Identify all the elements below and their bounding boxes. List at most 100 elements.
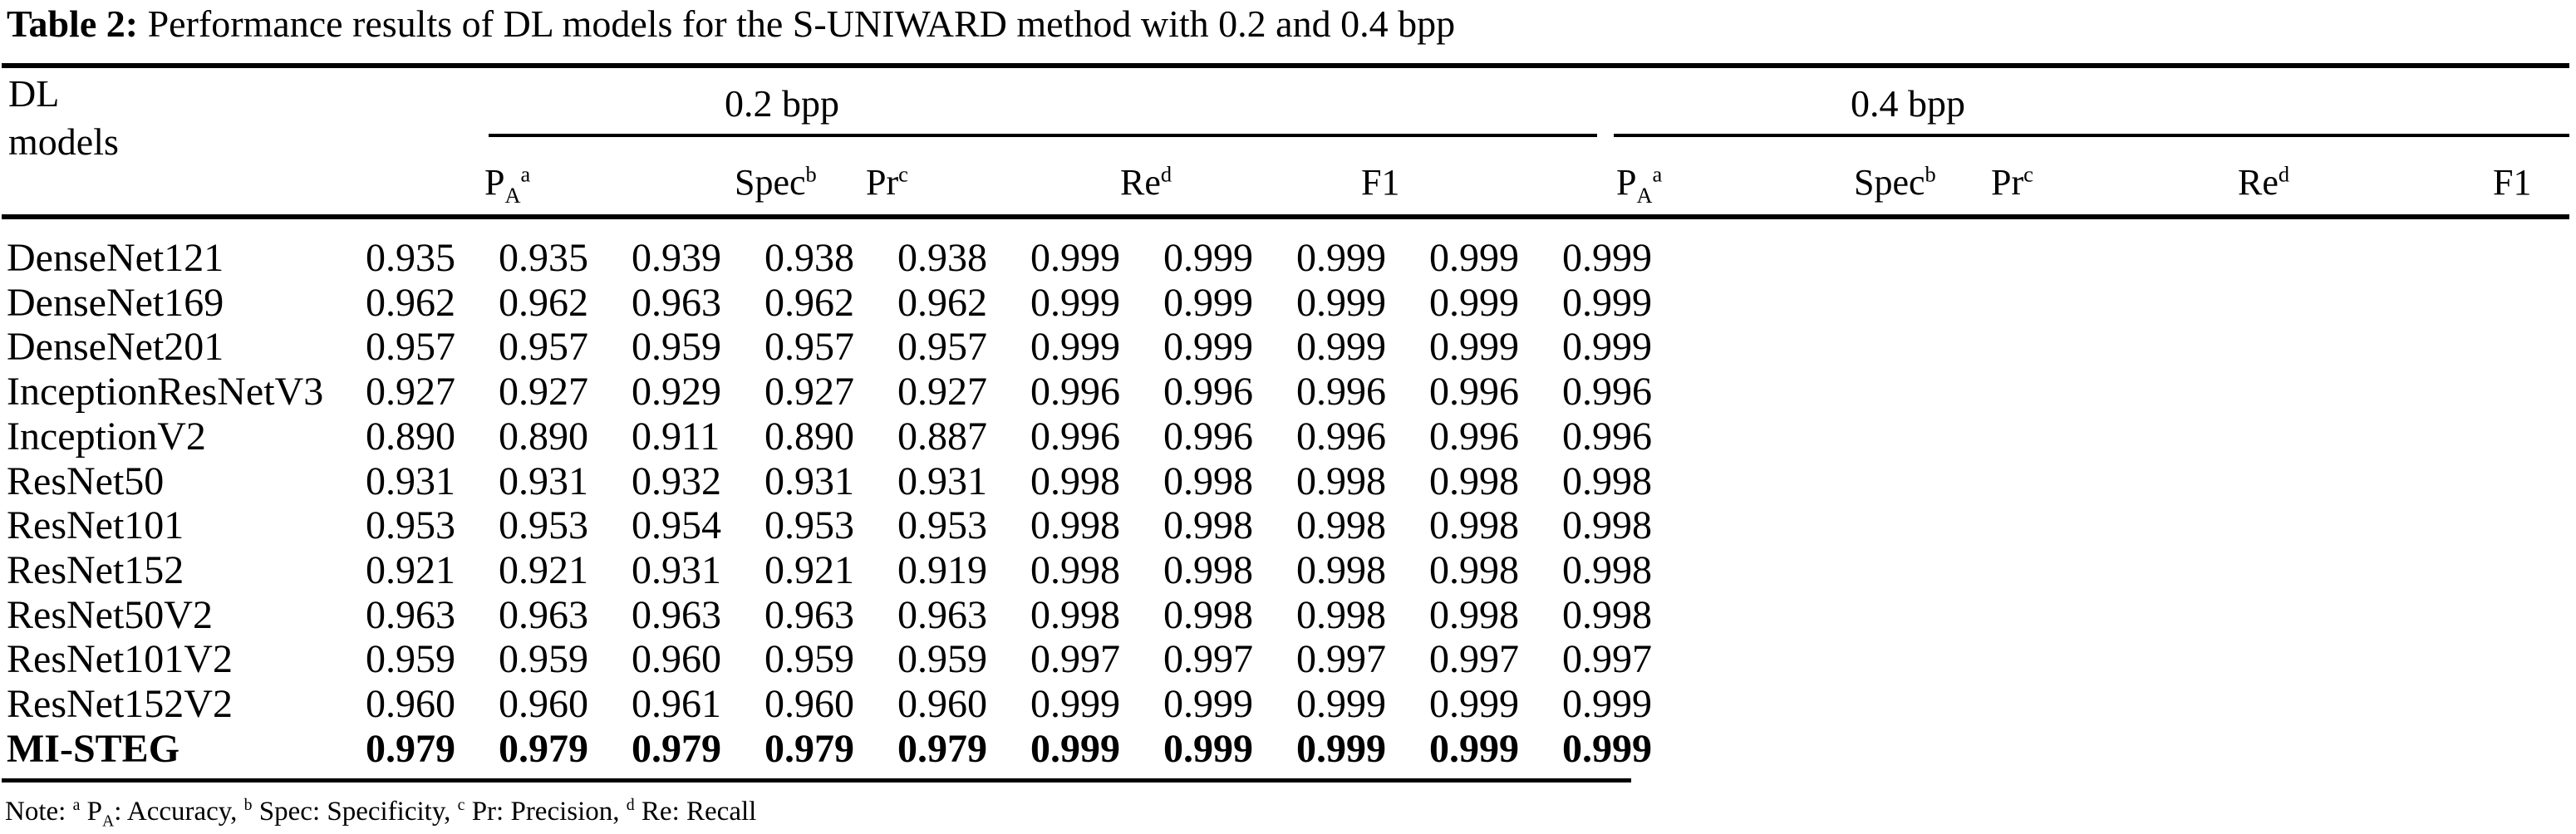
value-cell: 0.979: [499, 726, 588, 771]
value-cell: 0.996: [1030, 370, 1120, 415]
column-header-pa: PAa: [1616, 161, 1663, 208]
value-cell: 0.998: [1163, 459, 1253, 503]
value-cell: 0.935: [499, 236, 588, 280]
value-cell: 0.962: [499, 280, 588, 325]
value-cell: 0.959: [764, 637, 854, 682]
table-row: ResNet101 0.953 0.953 0.954 0.953 0.953 0.998 0…: [0, 503, 2576, 548]
table-row: InceptionV2 0.890 0.890 0.911 0.890 0.887 0.99…: [0, 415, 2576, 459]
value-cell: 0.890: [499, 414, 588, 459]
table-row: DenseNet201 0.957 0.957 0.959 0.957 0.957 0.99…: [0, 325, 2576, 370]
value-cell: 0.890: [764, 414, 854, 459]
value-cell: 0.959: [499, 637, 588, 682]
column-header-f1: F1: [1361, 162, 1400, 203]
value-cell: 0.931: [764, 459, 854, 503]
value-cell: 0.957: [897, 325, 987, 370]
value-cell: 0.953: [499, 503, 588, 548]
table-row: InceptionResNetV3 0.927 0.927 0.929 0.927 0.9…: [0, 370, 2576, 415]
value-cell: 0.998: [1429, 547, 1519, 592]
column-header-pr: Prc: [866, 161, 908, 203]
value-cell: 0.999: [1429, 280, 1519, 325]
value-cell: 0.959: [366, 637, 455, 682]
value-cell: 0.997: [1030, 637, 1120, 682]
group-header-02bpp: 0.2 bpp: [725, 82, 839, 125]
value-cell: 0.962: [366, 280, 455, 325]
value-cell: 0.890: [366, 414, 455, 459]
value-cell: 0.927: [499, 370, 588, 415]
model-name-cell: ResNet50V2: [7, 592, 213, 637]
value-cell: 0.962: [897, 280, 987, 325]
value-cell: 0.961: [632, 682, 721, 726]
value-cell: 0.979: [764, 726, 854, 771]
value-cell: 0.960: [499, 682, 588, 726]
value-cell: 0.996: [1562, 414, 1652, 459]
table-caption-label: Table 2:: [7, 2, 139, 45]
value-cell: 0.927: [897, 370, 987, 415]
value-cell: 0.998: [1163, 547, 1253, 592]
value-cell: 0.996: [1030, 414, 1120, 459]
group-rule-02bpp: [489, 134, 1597, 137]
table-row: ResNet50 0.931 0.931 0.932 0.931 0.931 0.998 0.…: [0, 459, 2576, 504]
column-header-pr: Prc: [1991, 161, 2033, 203]
value-cell: 0.998: [1030, 592, 1120, 637]
value-cell: 0.999: [1030, 280, 1120, 325]
value-cell: 0.999: [1163, 280, 1253, 325]
value-cell: 0.960: [366, 682, 455, 726]
value-cell: 0.999: [1429, 726, 1519, 771]
value-cell: 0.996: [1429, 414, 1519, 459]
value-cell: 0.998: [1562, 503, 1652, 548]
value-cell: 0.999: [1030, 682, 1120, 726]
value-cell: 0.997: [1163, 637, 1253, 682]
value-cell: 0.931: [499, 459, 588, 503]
model-name-cell: ResNet152V2: [7, 682, 233, 726]
table-row: DenseNet121 0.935 0.935 0.939 0.938 0.938 0.99…: [0, 236, 2576, 281]
footnote: Note: a PA: Accuracy, b Spec: Specificit…: [5, 796, 757, 831]
value-cell: 0.953: [764, 503, 854, 548]
value-cell: 0.957: [366, 325, 455, 370]
value-cell: 0.998: [1296, 503, 1386, 548]
value-cell: 0.999: [1296, 682, 1386, 726]
footnote-item: c Pr: Precision,: [457, 796, 627, 827]
table-row: ResNet152 0.921 0.921 0.931 0.921 0.919 0.998 0…: [0, 548, 2576, 593]
value-cell: 0.919: [897, 547, 987, 592]
group-rule-04bpp: [1614, 134, 2569, 137]
footnote-item: d Re: Recall: [626, 796, 757, 827]
column-header-re: Red: [2238, 161, 2290, 203]
value-cell: 0.959: [897, 637, 987, 682]
value-cell: 0.999: [1429, 325, 1519, 370]
column-header-spec: Specb: [1854, 161, 1936, 203]
value-cell: 0.931: [632, 547, 721, 592]
value-cell: 0.996: [1163, 414, 1253, 459]
value-cell: 0.996: [1429, 370, 1519, 415]
value-cell: 0.998: [1562, 592, 1652, 637]
value-cell: 0.954: [632, 503, 721, 548]
value-cell: 0.953: [897, 503, 987, 548]
value-cell: 0.998: [1429, 459, 1519, 503]
model-name-cell: DenseNet201: [7, 325, 224, 370]
value-cell: 0.929: [632, 370, 721, 415]
value-cell: 0.960: [632, 637, 721, 682]
value-cell: 0.963: [632, 280, 721, 325]
value-cell: 0.997: [1562, 637, 1652, 682]
table-row: ResNet50V2 0.963 0.963 0.963 0.963 0.963 0.998…: [0, 593, 2576, 638]
value-cell: 0.997: [1429, 637, 1519, 682]
value-cell: 0.998: [1030, 459, 1120, 503]
value-cell: 0.999: [1163, 325, 1253, 370]
value-cell: 0.998: [1429, 503, 1519, 548]
value-cell: 0.938: [764, 236, 854, 280]
value-cell: 0.921: [499, 547, 588, 592]
table-row: ResNet152V2 0.960 0.960 0.961 0.960 0.960 0.99…: [0, 682, 2576, 727]
value-cell: 0.953: [366, 503, 455, 548]
value-cell: 0.921: [366, 547, 455, 592]
value-cell: 0.938: [897, 236, 987, 280]
value-cell: 0.957: [764, 325, 854, 370]
value-cell: 0.999: [1030, 236, 1120, 280]
value-cell: 0.999: [1296, 325, 1386, 370]
model-name-cell: ResNet50: [7, 459, 165, 503]
value-cell: 0.999: [1562, 325, 1652, 370]
value-cell: 0.931: [366, 459, 455, 503]
value-cell: 0.999: [1030, 325, 1120, 370]
value-cell: 0.957: [499, 325, 588, 370]
value-cell: 0.979: [366, 726, 455, 771]
value-cell: 0.963: [632, 592, 721, 637]
